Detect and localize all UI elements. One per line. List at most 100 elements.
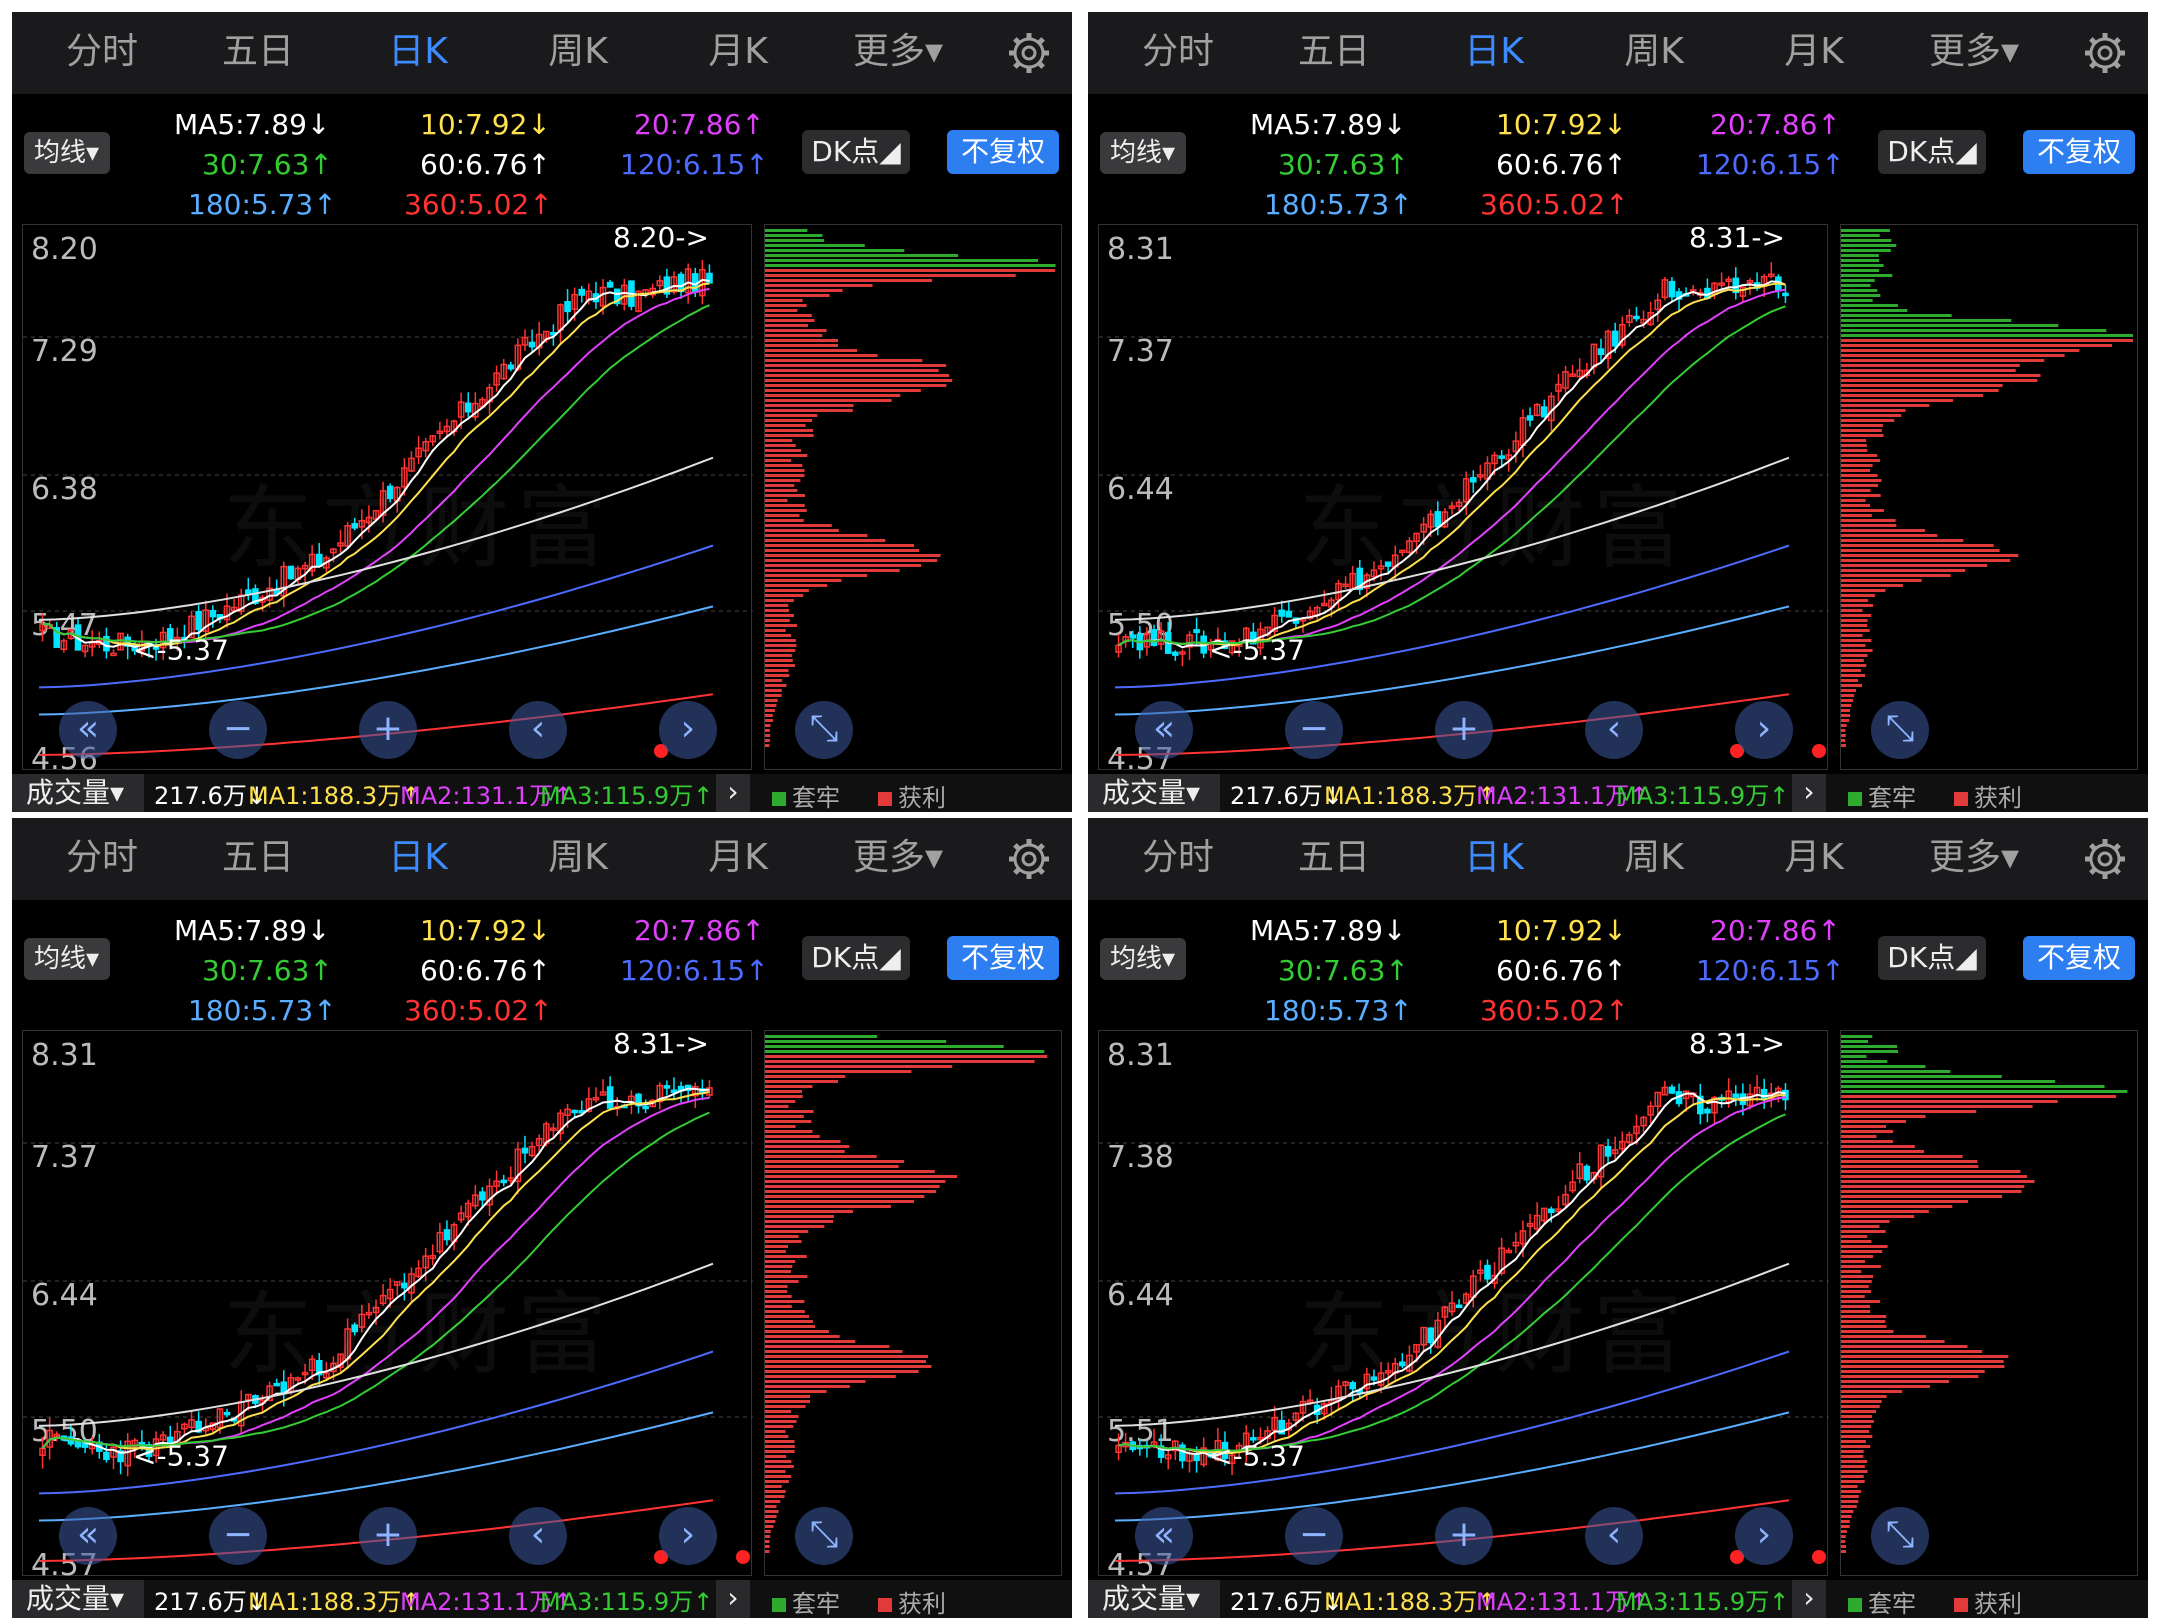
gear-icon[interactable] (2082, 836, 2128, 882)
fast-rewind-icon[interactable]: « (59, 701, 117, 759)
tab-4[interactable]: 月K (708, 31, 768, 72)
zoom-in-icon[interactable]: + (359, 701, 417, 759)
kline-chart[interactable]: 8.31 7.38 6.44 5.51 4.57 8.31-> <-5.37 东方财富 «− + ‹… (1098, 1027, 1829, 1583)
expand-icon[interactable]: ⤡ (1871, 701, 1929, 759)
zoom-out-icon[interactable]: − (209, 701, 267, 759)
tab-3[interactable]: 周K (1624, 31, 1684, 72)
gear-icon[interactable] (1006, 30, 1052, 76)
indicator-select[interactable]: 均线▾ (1100, 132, 1186, 174)
expand-icon[interactable]: ⤡ (795, 1507, 853, 1565)
scroll-left-icon[interactable]: ‹ (1585, 701, 1643, 759)
candle-body (1399, 549, 1406, 554)
indicator-select[interactable]: 均线▾ (24, 132, 110, 174)
scroll-right-icon[interactable]: › (1735, 701, 1793, 759)
kline-chart[interactable]: 8.20 7.29 6.38 5.47 4.56 8.20-> <-5.37 东方财富 «− + ‹… (22, 221, 753, 777)
volume-indicator-select[interactable]: 成交量▾ (12, 1580, 144, 1618)
chip-bar (1841, 1165, 1979, 1168)
chip-bar (1841, 1115, 1926, 1118)
chip-bar (765, 1320, 813, 1323)
expand-arrow-button[interactable]: › (1792, 1580, 1826, 1618)
expand-arrow-button[interactable]: › (1792, 774, 1826, 812)
ma-label-6: 180:5.73↑ (188, 994, 337, 1027)
candle-body (1377, 1372, 1385, 1386)
scroll-right-icon[interactable]: › (659, 701, 717, 759)
no-adjust-button[interactable]: 不复权 (2023, 130, 2135, 174)
tab-0[interactable]: 分时 (1141, 31, 1214, 72)
chip-bar (765, 644, 797, 647)
candle-body (422, 441, 429, 452)
tab-3[interactable]: 周K (1624, 837, 1684, 878)
chip-bar (1841, 1510, 1854, 1513)
chip-bar (1841, 1355, 2009, 1358)
zoom-out-icon[interactable]: − (209, 1507, 267, 1565)
tab-4[interactable]: 月K (1784, 837, 1844, 878)
chip-bar (765, 594, 804, 597)
fast-rewind-icon[interactable]: « (59, 1507, 117, 1565)
dk-point-button[interactable]: DK点◢ (1878, 130, 1986, 174)
no-adjust-button[interactable]: 不复权 (2023, 936, 2135, 980)
tab-0[interactable]: 分时 (1141, 837, 1214, 878)
volume-indicator-select[interactable]: 成交量▾ (12, 774, 144, 812)
indicator-select[interactable]: 均线▾ (24, 938, 110, 980)
tab-5[interactable]: 更多▾ (852, 837, 944, 878)
price-axis-label: 7.37 (1107, 334, 1174, 369)
tab-0[interactable]: 分时 (65, 837, 138, 878)
no-adjust-button[interactable]: 不复权 (947, 130, 1059, 174)
tab-5[interactable]: 更多▾ (1928, 837, 2020, 878)
expand-icon[interactable]: ⤡ (1871, 1507, 1929, 1565)
candle-body (691, 1085, 699, 1097)
scroll-left-icon[interactable]: ‹ (1585, 1507, 1643, 1565)
chip-bar (765, 1145, 850, 1148)
dk-point-button[interactable]: DK点◢ (1878, 936, 1986, 980)
zoom-in-icon[interactable]: + (1435, 701, 1493, 759)
expand-icon[interactable]: ⤡ (795, 701, 853, 759)
chip-bar (1841, 1160, 1978, 1163)
zoom-out-icon[interactable]: − (1285, 701, 1343, 759)
scroll-left-icon[interactable]: ‹ (509, 701, 567, 759)
tab-1[interactable]: 五日 (221, 837, 294, 878)
gear-icon[interactable] (2082, 30, 2128, 76)
expand-arrow-button[interactable]: › (716, 1580, 750, 1618)
tab-1[interactable]: 五日 (1297, 31, 1370, 72)
zoom-in-icon[interactable]: + (359, 1507, 417, 1565)
tab-4[interactable]: 月K (708, 837, 768, 878)
indicator-select[interactable]: 均线▾ (1100, 938, 1186, 980)
tab-1[interactable]: 五日 (221, 31, 294, 72)
no-adjust-button[interactable]: 不复权 (947, 936, 1059, 980)
chip-bar (1841, 484, 1879, 487)
gear-icon[interactable] (1006, 836, 1052, 882)
candle-body (1668, 280, 1676, 298)
chip-bar (765, 1195, 925, 1198)
expand-arrow-button[interactable]: › (716, 774, 750, 812)
fast-rewind-icon[interactable]: « (1135, 701, 1193, 759)
zoom-in-icon[interactable]: + (1435, 1507, 1493, 1565)
kline-chart[interactable]: 8.31 7.37 6.44 5.50 4.57 8.31-> <-5.37 东方财富 «− + ‹… (1098, 221, 1829, 777)
volume-indicator-select[interactable]: 成交量▾ (1088, 1580, 1220, 1618)
scroll-right-icon[interactable]: › (1735, 1507, 1793, 1565)
tab-1[interactable]: 五日 (1297, 837, 1370, 878)
volume-ma3: MA3:115.9万↑ (540, 1588, 714, 1616)
dk-point-button[interactable]: DK点◢ (802, 936, 910, 980)
tab-2[interactable]: 日K (388, 837, 448, 878)
tab-5[interactable]: 更多▾ (1928, 31, 2020, 72)
scroll-left-icon[interactable]: ‹ (509, 1507, 567, 1565)
kline-chart[interactable]: 8.31 7.37 6.44 5.50 4.57 8.31-> <-5.37 东方财富 «− + ‹… (22, 1027, 753, 1583)
tab-2[interactable]: 日K (388, 31, 448, 72)
tab-3[interactable]: 周K (548, 837, 608, 878)
tab-5[interactable]: 更多▾ (852, 31, 944, 72)
dk-point-button[interactable]: DK点◢ (802, 130, 910, 174)
zoom-out-icon[interactable]: − (1285, 1507, 1343, 1565)
chip-bar (1841, 1275, 1874, 1278)
candle-body (337, 542, 344, 547)
tab-2[interactable]: 日K (1464, 837, 1524, 878)
volume-indicator-select[interactable]: 成交量▾ (1088, 774, 1220, 812)
tab-0[interactable]: 分时 (65, 31, 138, 72)
fast-rewind-icon[interactable]: « (1135, 1507, 1193, 1565)
tab-3[interactable]: 周K (548, 31, 608, 72)
chip-bar (1841, 449, 1868, 452)
candle-body (1732, 277, 1740, 294)
tab-4[interactable]: 月K (1784, 31, 1844, 72)
chip-bar (1841, 1540, 1846, 1543)
tab-2[interactable]: 日K (1464, 31, 1524, 72)
scroll-right-icon[interactable]: › (659, 1507, 717, 1565)
